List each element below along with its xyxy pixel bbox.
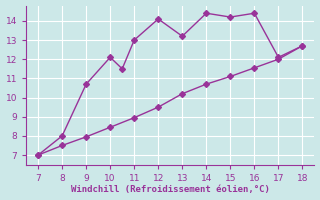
X-axis label: Windchill (Refroidissement éolien,°C): Windchill (Refroidissement éolien,°C) — [71, 185, 270, 194]
